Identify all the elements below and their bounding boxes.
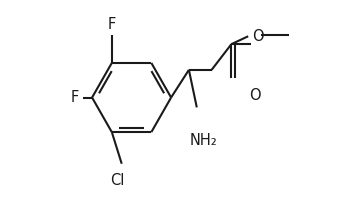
Text: F: F: [70, 90, 78, 105]
Text: O: O: [249, 88, 261, 103]
Text: Cl: Cl: [111, 173, 125, 188]
Text: NH₂: NH₂: [190, 134, 217, 148]
Text: O: O: [252, 29, 264, 44]
Text: F: F: [108, 17, 116, 32]
